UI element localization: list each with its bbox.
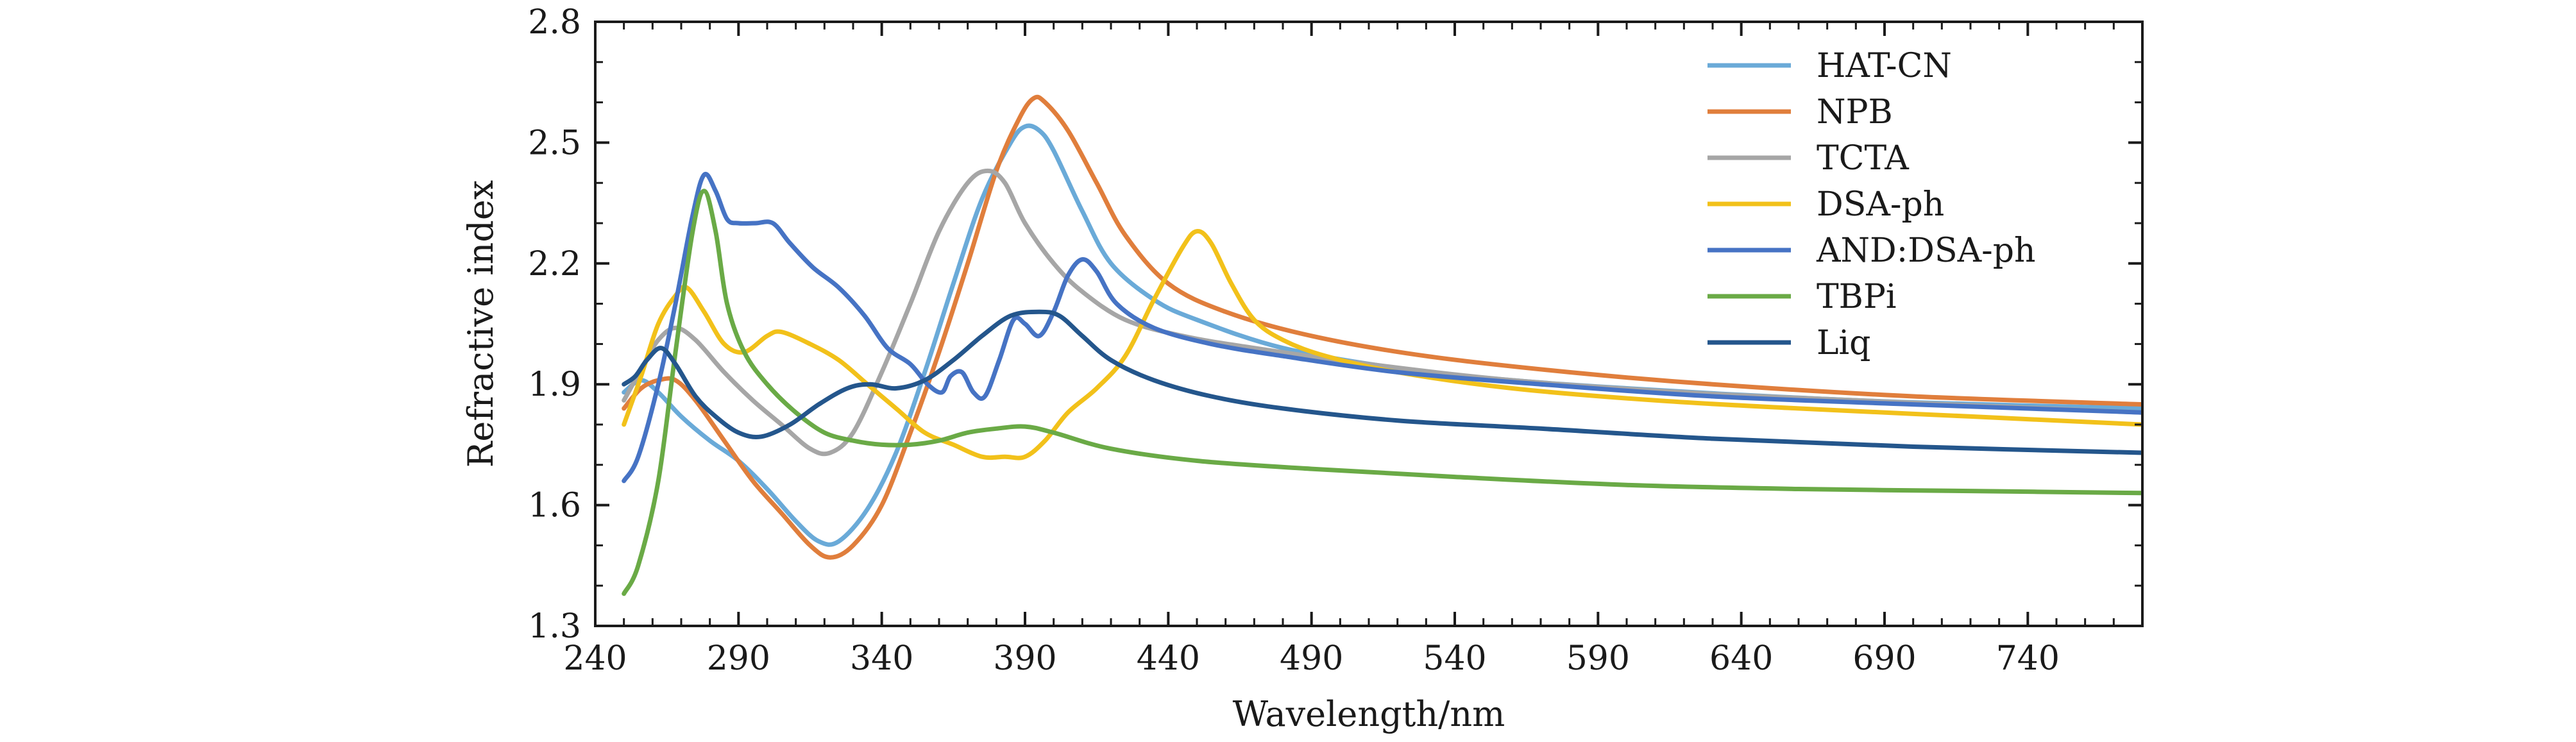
x-tick-label: 640 [1709, 639, 1773, 678]
legend-label-liq: Liq [1817, 324, 1870, 362]
series-line-tbpi [622, 189, 2142, 596]
y-tick-label: 2.8 [528, 3, 581, 42]
series-line-npb [622, 94, 2142, 560]
x-tick-label: 690 [1852, 639, 1916, 678]
x-tick-label: 540 [1423, 639, 1486, 678]
y-tick-label: 1.3 [528, 607, 581, 646]
x-tick-label: 740 [1996, 639, 2060, 678]
plot-frame [594, 21, 2144, 627]
x-tick-label: 290 [707, 639, 770, 678]
x-tick-label: 490 [1280, 639, 1343, 678]
series-line-liq [622, 309, 2142, 455]
x-tick-label: 390 [993, 639, 1056, 678]
y-tick-label: 2.2 [528, 245, 581, 283]
y-axis-title: Refractive index [461, 180, 501, 468]
legend-label-tcta: TCTA [1817, 139, 1910, 178]
series-line-dsa-ph [622, 229, 2142, 460]
x-tick-label: 340 [850, 639, 913, 678]
y-tick-label: 1.6 [528, 487, 581, 525]
legend: HAT-CN NPB TCTA DSA-ph AND:DSA-ph TBPi Liq [1707, 47, 2035, 362]
axes: 240 290 340 390 440 490 540 590 640 690 740 1.3 1.6 1… [528, 3, 2144, 678]
series-line-and-dsa-ph [622, 171, 2142, 484]
legend-label-tbpi: TBPi [1817, 278, 1897, 316]
x-tick-label: 440 [1137, 639, 1200, 678]
y-tick-label: 1.9 [528, 366, 581, 404]
x-tick-label: 240 [563, 639, 627, 678]
x-tick-label: 590 [1566, 639, 1630, 678]
series-lines [622, 94, 2142, 596]
legend-label-npb: NPB [1817, 93, 1893, 131]
y-tick-label: 2.5 [528, 124, 581, 162]
legend-label-hat-cn: HAT-CN [1817, 47, 1952, 85]
legend-label-and-dsa-ph: AND:DSA-ph [1816, 232, 2035, 270]
x-axis-title: Wavelength/nm [1233, 694, 1505, 734]
legend-label-dsa-ph: DSA-ph [1817, 185, 1944, 224]
